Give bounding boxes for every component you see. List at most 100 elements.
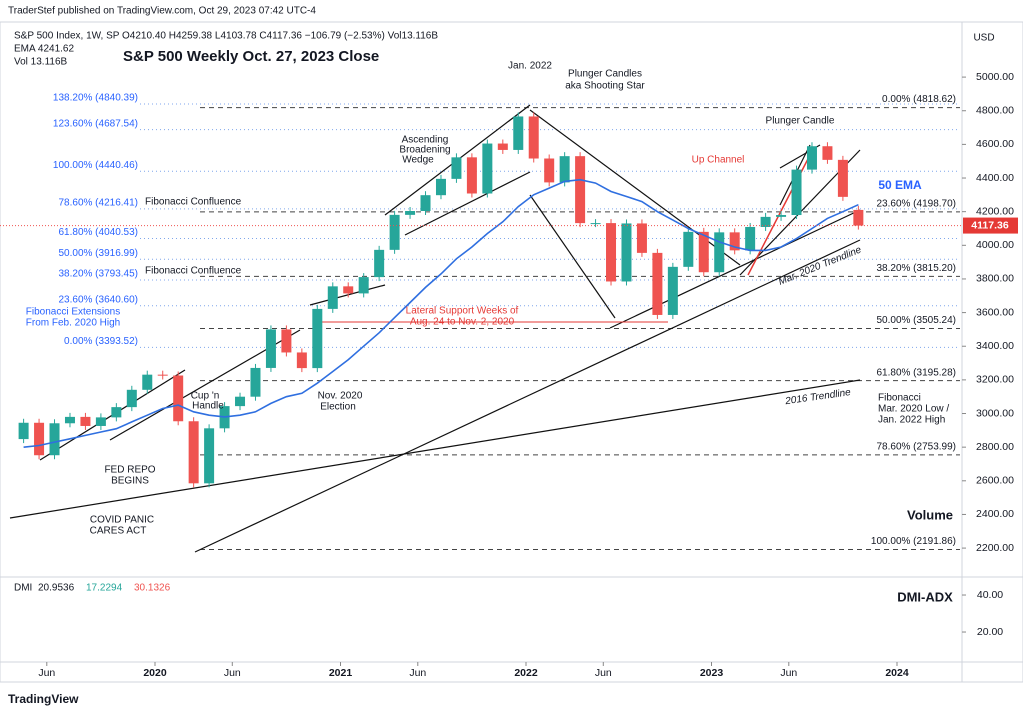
y-tick-label: 4600.00 [976, 138, 1014, 150]
y-tick-label: 3600.00 [976, 306, 1014, 318]
fib-extension-label: 38.20% (3793.45) [58, 269, 138, 280]
annotation: From Feb. 2020 High [26, 318, 121, 329]
annotation: Aug. 24 to Nov. 2, 2020 [410, 317, 515, 328]
candle-body [235, 396, 246, 407]
ema-line [23, 178, 859, 448]
candle-body [111, 407, 122, 418]
candle-body [745, 226, 756, 251]
candle-body [95, 417, 106, 426]
annotation: CARES ACT [90, 526, 147, 537]
annotation: Mar. 2020 Low / [878, 404, 949, 415]
fib-extension-label: 123.60% (4687.54) [53, 118, 138, 129]
y-tick-label: 3400.00 [976, 340, 1014, 352]
candle-body [683, 231, 694, 267]
candle-body [806, 146, 817, 170]
fib-retracement-label: 78.60% (2753.99) [876, 442, 956, 453]
x-tick-label: Jun [409, 667, 426, 679]
candle-body [49, 423, 60, 456]
legend: DMI [14, 583, 32, 594]
y-tick-label: 40.00 [977, 589, 1003, 601]
candle-body [497, 143, 508, 150]
y-tick-label: 3000.00 [976, 407, 1014, 419]
candle-body [80, 416, 91, 426]
candle-body [204, 428, 215, 484]
candle-body [142, 374, 153, 390]
annotation: Volume [907, 507, 953, 522]
candle-body [636, 223, 647, 253]
legend: 30.1326 [134, 583, 171, 594]
candle-body [544, 158, 555, 183]
publisher: TraderStef published on TradingView.com,… [8, 6, 316, 17]
x-tick-label: Jun [595, 667, 612, 679]
last-price-label: 4117.36 [971, 219, 1009, 231]
legend: 17.2294 [86, 583, 123, 594]
candle-body [64, 416, 75, 424]
fib-retracement-label: 61.80% (3195.28) [876, 367, 956, 378]
candle-body [281, 329, 292, 353]
annotation: Handle [192, 401, 224, 412]
trendline [9, 379, 861, 519]
candle-body [312, 308, 323, 369]
x-tick-label: 2021 [329, 667, 353, 679]
fib-extension-label: 78.60% (4216.41) [58, 198, 138, 209]
y-tick-label: 3800.00 [976, 273, 1014, 285]
annotation: Nov. 2020 [318, 391, 363, 402]
candle-body [482, 143, 493, 194]
candle-body [435, 178, 446, 196]
x-tick-label: Jun [224, 667, 241, 679]
frame [0, 21, 1023, 683]
candle-body [822, 146, 833, 160]
fib-retracement-label: 0.00% (4818.62) [882, 94, 956, 105]
candle-body [667, 266, 678, 315]
annotation: BEGINS [111, 476, 149, 487]
pane-title: DMI-ADX [897, 589, 953, 604]
y-tick-label: 20.00 [977, 626, 1003, 638]
last-price-box [963, 217, 1018, 234]
annotation: Jan. 2022 High [878, 415, 945, 426]
fib-extension-label: 61.80% (4040.53) [58, 227, 138, 238]
annotation: Fibonacci Confluence [145, 197, 242, 208]
trendline [404, 171, 531, 236]
annotation: Election [320, 402, 356, 413]
legend: 20.9536 [38, 583, 75, 594]
fib-retracement-label: 100.00% (2191.86) [871, 536, 956, 547]
candle-body [296, 352, 307, 369]
annotation: Ascending [402, 135, 449, 146]
candle-body [837, 159, 848, 197]
y-tick-label: 2200.00 [976, 542, 1014, 554]
annotation: Jan. 2022 [508, 61, 552, 72]
candle-body [528, 116, 539, 159]
candle-body [173, 375, 184, 422]
fib-extension-label: 138.20% (4840.39) [53, 93, 138, 104]
fib-retracement-label: 50.00% (3505.24) [876, 315, 956, 326]
candle-body [652, 252, 663, 315]
x-tick-label: Jun [38, 667, 55, 679]
x-tick-label: Jun [780, 667, 797, 679]
y-tick-label: 2600.00 [976, 475, 1014, 487]
trendline [309, 284, 386, 306]
annotation: aka Shooting Star [565, 81, 645, 92]
candle-body [374, 249, 385, 278]
trendline [194, 239, 861, 553]
candle-body [250, 367, 261, 397]
candle-body [157, 374, 168, 376]
currency: USD [973, 33, 994, 44]
candle-body [389, 214, 400, 250]
footer-logo: TradingView [8, 692, 79, 706]
trendline [529, 194, 616, 319]
candle-body [575, 156, 586, 224]
y-tick-label: 2400.00 [976, 508, 1014, 520]
chart-title: S&P 500 Weekly Oct. 27, 2023 Close [123, 48, 379, 65]
annotation: Plunger Candle [766, 116, 835, 127]
y-tick-label: 4400.00 [976, 172, 1014, 184]
candle-body [466, 157, 477, 194]
fib-retracement-label: 23.60% (4198.70) [876, 199, 956, 210]
trendline [609, 209, 861, 329]
annotation: 50 EMA [878, 178, 922, 192]
fib-extension-label: 50.00% (3916.99) [58, 248, 138, 259]
fib-extension-label: 100.00% (4440.46) [53, 160, 138, 171]
candle-body [853, 209, 864, 226]
y-tick-label: 5000.00 [976, 71, 1014, 83]
